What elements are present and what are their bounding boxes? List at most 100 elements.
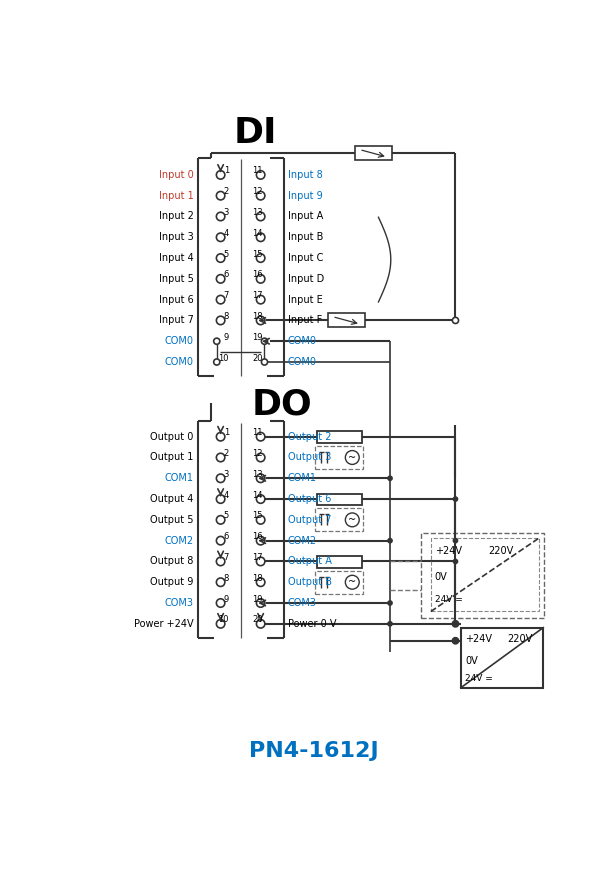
Text: 14: 14 — [252, 229, 263, 238]
Text: 8: 8 — [224, 574, 229, 583]
Text: Input 6: Input 6 — [159, 295, 194, 304]
Circle shape — [453, 539, 458, 543]
Text: +24V: +24V — [435, 546, 462, 555]
Circle shape — [256, 537, 265, 545]
Circle shape — [388, 621, 392, 626]
Circle shape — [256, 192, 265, 200]
Circle shape — [261, 359, 268, 365]
Circle shape — [256, 275, 265, 283]
Text: COM2: COM2 — [287, 536, 317, 546]
Circle shape — [452, 638, 459, 644]
Circle shape — [216, 275, 225, 283]
Circle shape — [216, 598, 225, 607]
Text: 2: 2 — [224, 187, 229, 196]
Text: Input F: Input F — [287, 315, 322, 326]
Circle shape — [216, 578, 225, 586]
Text: 9: 9 — [224, 595, 229, 604]
Circle shape — [216, 516, 225, 524]
Text: 11: 11 — [252, 166, 263, 175]
Text: Output 9: Output 9 — [150, 577, 194, 587]
Text: 15: 15 — [252, 250, 263, 259]
Text: COM1: COM1 — [165, 473, 194, 483]
Text: ~: ~ — [348, 452, 356, 463]
Circle shape — [345, 576, 359, 590]
Text: 10: 10 — [219, 354, 229, 363]
Circle shape — [453, 621, 458, 626]
Text: Output 3: Output 3 — [287, 452, 331, 463]
Text: 12: 12 — [252, 449, 263, 458]
Text: 24V =: 24V = — [465, 674, 493, 683]
Text: 11: 11 — [252, 429, 263, 437]
Text: 6: 6 — [224, 532, 229, 541]
Text: 220V: 220V — [507, 634, 532, 644]
Circle shape — [388, 539, 392, 543]
Text: COM0: COM0 — [165, 357, 194, 367]
Text: 19: 19 — [252, 333, 263, 341]
Text: 3: 3 — [224, 208, 229, 217]
Bar — [317, 431, 362, 443]
Text: 14: 14 — [252, 491, 263, 500]
Circle shape — [216, 192, 225, 200]
Bar — [317, 556, 362, 568]
Text: ~: ~ — [348, 515, 356, 524]
Text: 6: 6 — [224, 270, 229, 279]
Text: 17: 17 — [252, 553, 263, 562]
Text: Output 5: Output 5 — [150, 515, 194, 524]
Text: 10: 10 — [219, 615, 229, 624]
Text: Input A: Input A — [287, 211, 323, 222]
Text: Power +24V: Power +24V — [134, 619, 194, 629]
Text: Output 0: Output 0 — [150, 432, 194, 442]
Text: 18: 18 — [252, 312, 263, 321]
Text: Input 0: Input 0 — [159, 170, 194, 180]
Text: COM0: COM0 — [165, 336, 194, 346]
Text: Input 3: Input 3 — [159, 232, 194, 242]
Text: 13: 13 — [252, 470, 263, 479]
Circle shape — [216, 171, 225, 180]
Circle shape — [256, 474, 265, 482]
Circle shape — [388, 476, 392, 480]
Circle shape — [256, 233, 265, 241]
Circle shape — [256, 296, 265, 304]
Text: Output B: Output B — [287, 577, 332, 587]
Circle shape — [216, 453, 225, 462]
Bar — [421, 533, 544, 618]
Text: Output 2: Output 2 — [287, 432, 331, 442]
Circle shape — [256, 316, 265, 325]
Text: PN4-1612J: PN4-1612J — [249, 741, 379, 761]
Text: 17: 17 — [252, 291, 263, 300]
Text: Input 5: Input 5 — [159, 274, 194, 284]
Text: 15: 15 — [252, 511, 263, 520]
Text: 220V: 220V — [489, 546, 514, 555]
Circle shape — [345, 513, 359, 527]
Text: 16: 16 — [252, 270, 263, 279]
Text: DO: DO — [252, 387, 313, 422]
Text: 8: 8 — [224, 312, 229, 321]
Text: 9: 9 — [224, 333, 229, 341]
Bar — [431, 539, 539, 612]
Circle shape — [256, 253, 265, 262]
Text: Input 8: Input 8 — [287, 170, 322, 180]
Circle shape — [452, 318, 459, 324]
Text: 24V =: 24V = — [435, 596, 462, 605]
Text: Input B: Input B — [287, 232, 323, 242]
Text: 5: 5 — [224, 250, 229, 259]
Bar — [356, 146, 392, 160]
Text: 0V: 0V — [435, 572, 447, 582]
Text: Input 2: Input 2 — [159, 211, 194, 222]
Text: Input 7: Input 7 — [159, 315, 194, 326]
Text: 7: 7 — [224, 291, 229, 300]
Text: COM2: COM2 — [164, 536, 194, 546]
Text: COM0: COM0 — [287, 336, 316, 346]
Text: Output A: Output A — [287, 556, 332, 567]
Bar — [317, 494, 362, 505]
Circle shape — [216, 233, 225, 241]
Text: 5: 5 — [224, 511, 229, 520]
Text: 4: 4 — [224, 229, 229, 238]
Text: 20: 20 — [252, 615, 263, 624]
Text: Input 1: Input 1 — [159, 191, 194, 201]
Text: COM1: COM1 — [287, 473, 316, 483]
Text: +24V: +24V — [465, 634, 492, 644]
Text: COM0: COM0 — [287, 357, 316, 367]
Circle shape — [453, 639, 458, 643]
Circle shape — [256, 453, 265, 462]
